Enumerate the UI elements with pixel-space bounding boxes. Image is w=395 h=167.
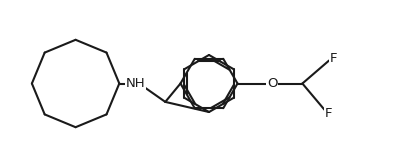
- Text: F: F: [325, 107, 332, 120]
- Text: NH: NH: [126, 77, 145, 90]
- Text: O: O: [267, 77, 277, 90]
- Text: F: F: [329, 52, 337, 65]
